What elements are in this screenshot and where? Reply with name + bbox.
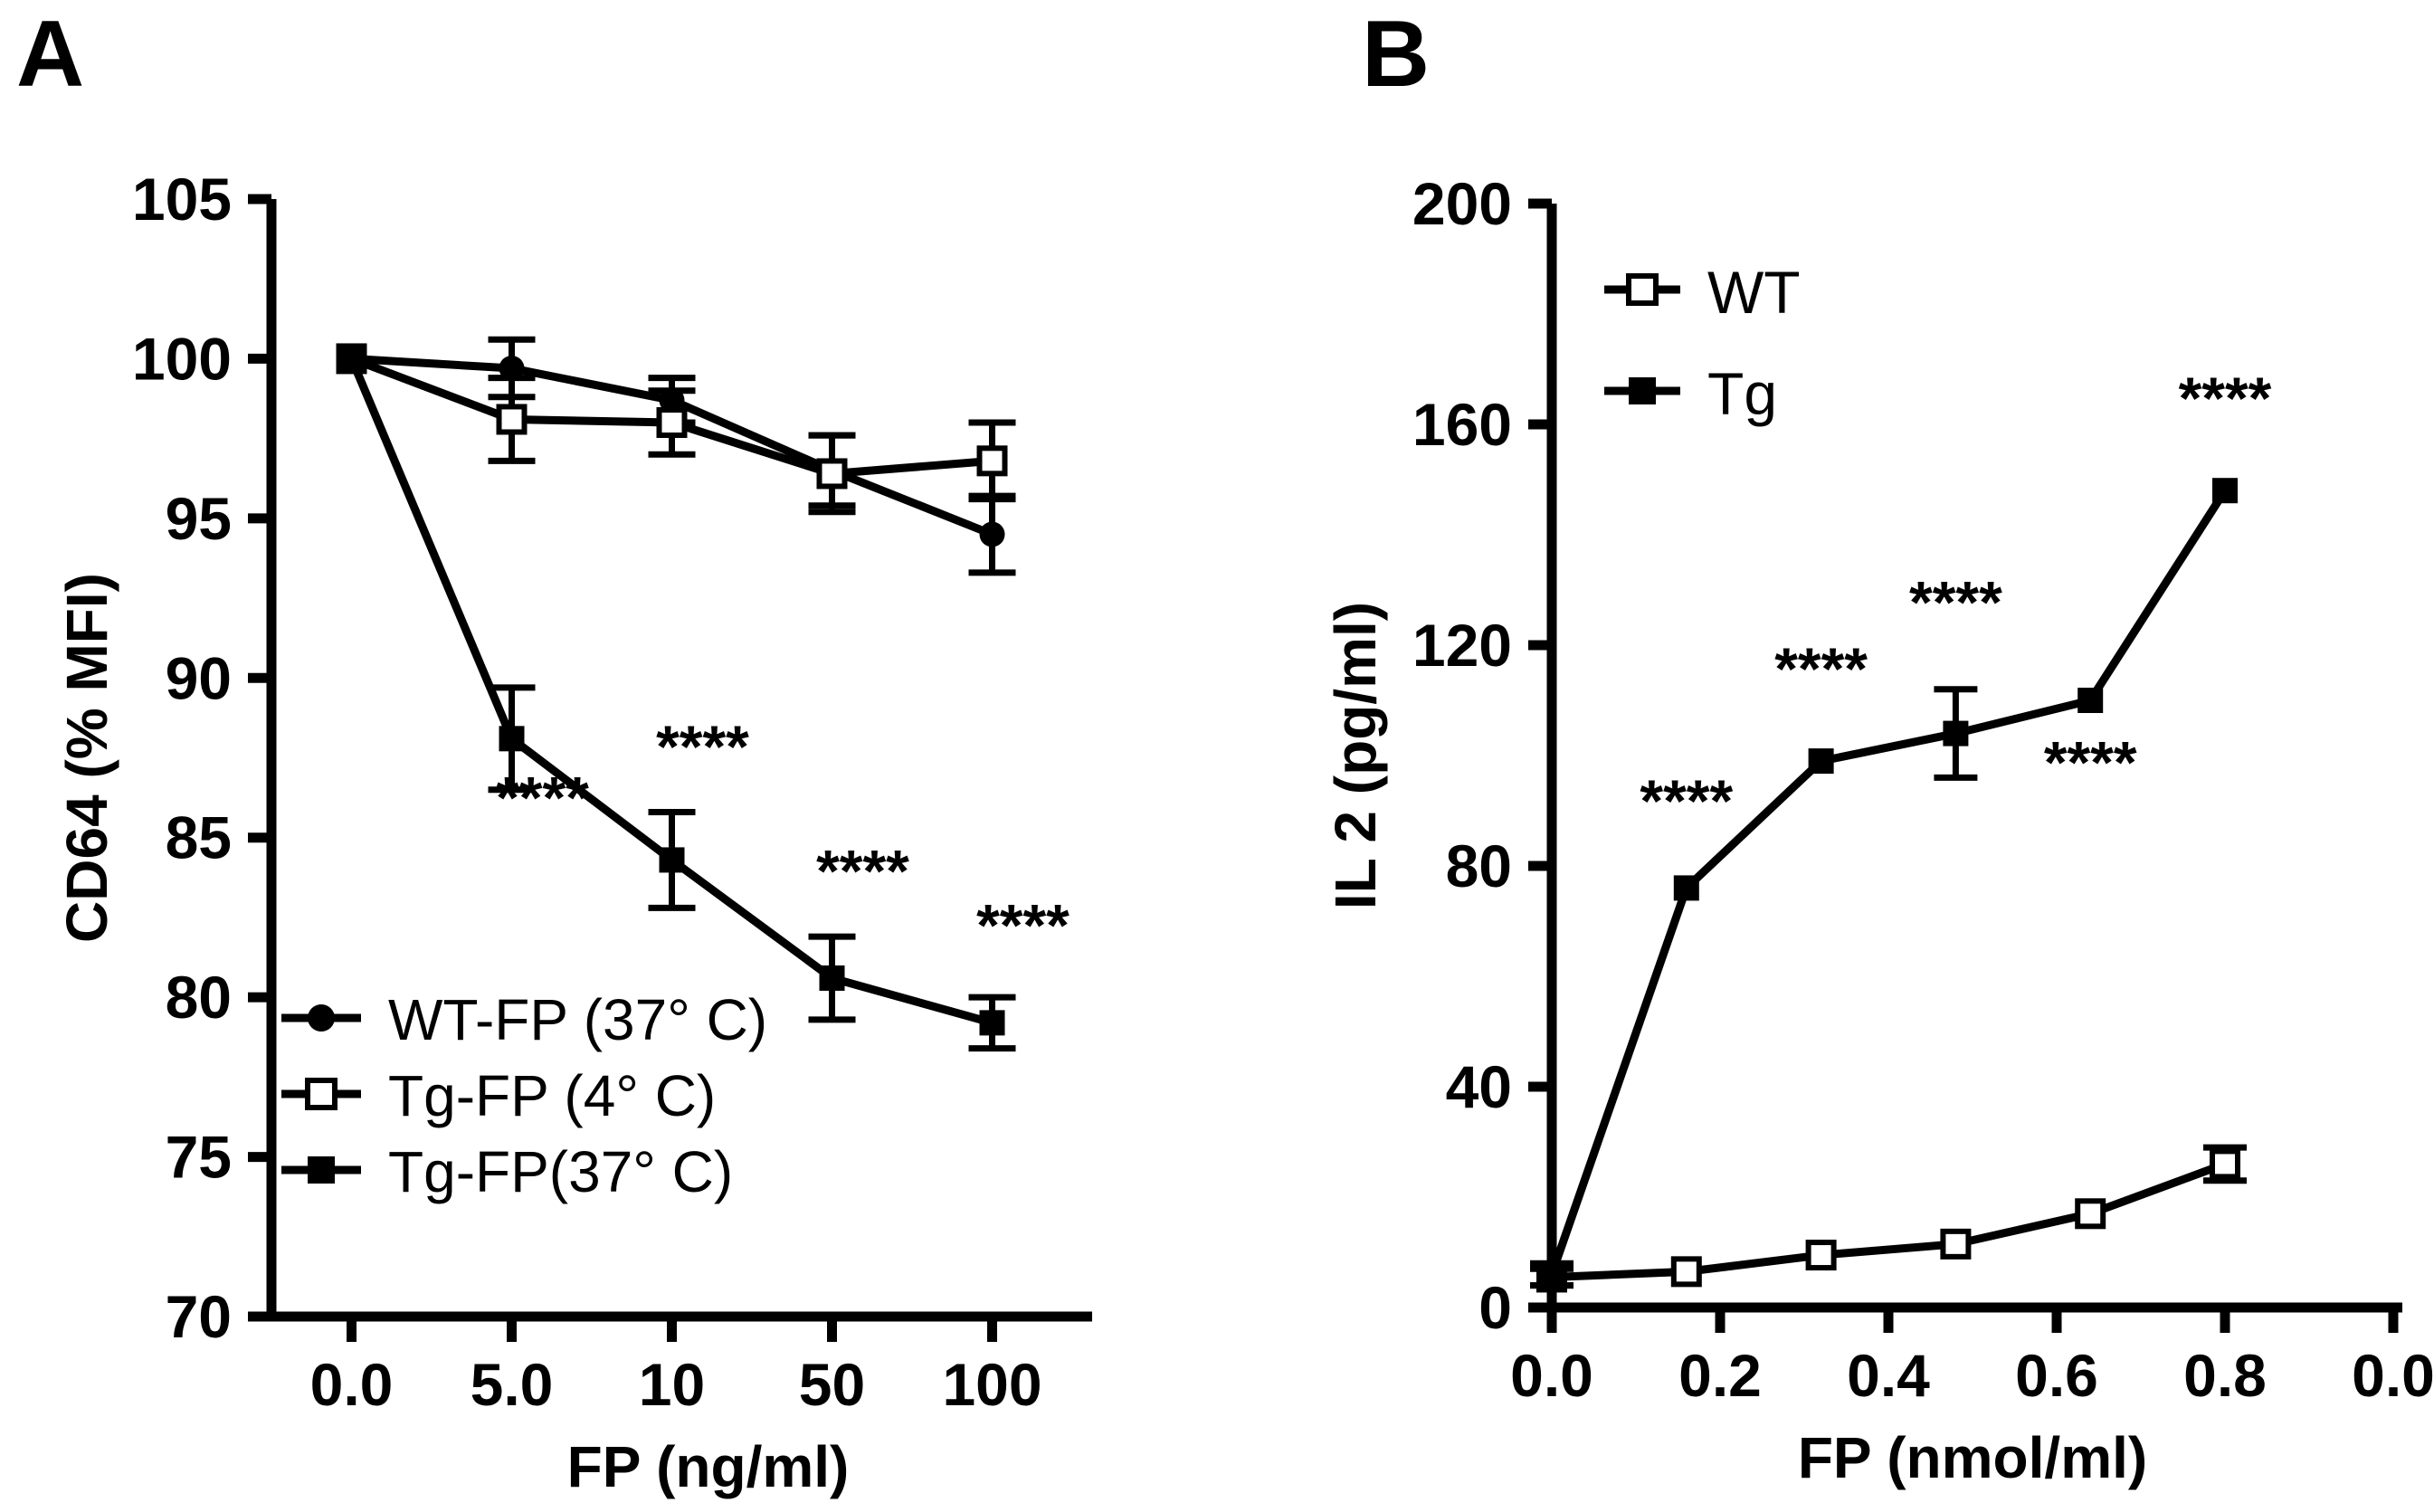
panel-b: B 0 40 80 120 160 200 0.0 0.2 0.4 0.6 0.8 0.0 FP (nm… — [1217, 0, 2434, 1512]
legend-marker-0 — [308, 1004, 335, 1032]
significance-marker-0: **** — [1640, 767, 1733, 834]
data-point-2-4 — [979, 1010, 1005, 1036]
x-tick-label: 10 — [639, 1351, 705, 1418]
series-line-1 — [1547, 488, 2229, 1276]
data-point-1-3 — [816, 458, 848, 490]
y-tick-label: 85 — [166, 804, 232, 871]
legend-label-0: WT-FP (37° C) — [388, 987, 767, 1052]
data-point-0-5 — [2210, 1148, 2240, 1180]
data-point-2-1 — [499, 726, 525, 752]
legend-label-0: WT — [1707, 259, 1801, 326]
y-tick-label: 70 — [166, 1283, 232, 1350]
data-point-1-1 — [496, 404, 528, 435]
significance-marker-4: **** — [2179, 365, 2272, 432]
x-tick-label: 5.0 — [471, 1351, 554, 1418]
y-tick-label: 80 — [1446, 832, 1512, 899]
x-tick-label: 100 — [942, 1351, 1041, 1418]
data-point-1-1 — [1673, 875, 1699, 901]
y-tick-label: 105 — [132, 166, 232, 233]
data-point-2-0 — [338, 346, 365, 372]
y-tick-label: 100 — [132, 325, 232, 392]
significance-marker-1: **** — [1774, 635, 1868, 702]
data-point-1-3 — [1943, 720, 1969, 746]
significance-marker-1: **** — [656, 713, 749, 780]
significance-marker-3: **** — [976, 892, 1070, 959]
y-tick-label: 75 — [166, 1124, 232, 1191]
data-point-1-4 — [2077, 688, 2104, 713]
x-tick-label: 0.4 — [1847, 1342, 1930, 1409]
data-point-1-0 — [1539, 1261, 1564, 1288]
y-tick-label: 0 — [1478, 1274, 1512, 1341]
data-point-0-2 — [1805, 1240, 1837, 1271]
y-tick-label: 120 — [1412, 612, 1512, 679]
data-point-0-3 — [1940, 1228, 1972, 1260]
x-tick-label: 0.2 — [1678, 1342, 1762, 1409]
data-point-1-4 — [976, 445, 1008, 477]
legend-marker-1 — [1629, 377, 1656, 404]
panel-b-letter: B — [1362, 2, 1430, 107]
panel-a-plot: 70 75 80 85 90 95 100 105 0.0 5.0 10 50 100 FP (ng/ml… — [54, 166, 1092, 1499]
data-point-1-2 — [1808, 748, 1834, 775]
data-point-0-1 — [499, 356, 525, 382]
legend-label-1: Tg-FP (4° C) — [388, 1063, 716, 1128]
data-point-2-2 — [659, 847, 685, 873]
x-tick-label: 50 — [799, 1351, 865, 1418]
x-tick-label: 0.0 — [310, 1351, 394, 1418]
legend-label-1: Tg — [1707, 360, 1777, 427]
x-axis-title: FP (nmol/ml) — [1798, 1425, 2147, 1490]
x-tick-label: 0.0 — [2352, 1342, 2434, 1409]
panel-a-letter: A — [16, 2, 84, 107]
significance-marker-2: **** — [1909, 569, 2002, 636]
data-point-1-2 — [656, 407, 688, 438]
x-tick-label: 0.0 — [1510, 1342, 1593, 1409]
series-line-0 — [1551, 1160, 2227, 1281]
legend-marker-2 — [308, 1156, 335, 1184]
data-point-2-3 — [819, 965, 845, 991]
data-point-0-4 — [2075, 1198, 2106, 1230]
data-point-1-5 — [2212, 478, 2238, 504]
significance-marker-3: **** — [2044, 729, 2137, 796]
y-tick-label: 40 — [1446, 1053, 1512, 1120]
significance-marker-2: **** — [816, 838, 909, 905]
y-tick-label: 90 — [166, 644, 232, 711]
y-tick-label: 200 — [1412, 170, 1512, 237]
y-axis-title: IL 2 (pg/ml) — [1323, 602, 1388, 909]
legend-marker-1 — [305, 1078, 338, 1110]
data-point-0-4 — [979, 521, 1005, 547]
legend-marker-0 — [1626, 273, 1659, 306]
y-tick-label: 160 — [1412, 391, 1512, 458]
x-tick-label: 0.8 — [2183, 1342, 2267, 1409]
series-line-2 — [347, 357, 994, 1027]
legend-label-2: Tg-FP(37° C) — [388, 1139, 733, 1204]
y-tick-label: 95 — [166, 485, 232, 552]
significance-marker-0: **** — [496, 765, 589, 832]
y-tick-label: 80 — [166, 964, 232, 1031]
y-axis-title: CD64 (% MFI) — [54, 573, 119, 943]
panel-a: A 70 75 80 85 90 95 100 105 0.0 5.0 10 50 100 FP (ng/… — [16, 2, 1092, 1499]
x-tick-label: 0.6 — [2015, 1342, 2098, 1409]
x-axis-title: FP (ng/ml) — [567, 1434, 850, 1499]
panel-b-plot: 0 40 80 120 160 200 0.0 0.2 0.4 0.6 0.8 0.0 FP (nmol… — [1323, 170, 2434, 1490]
data-point-0-1 — [1670, 1256, 1702, 1288]
